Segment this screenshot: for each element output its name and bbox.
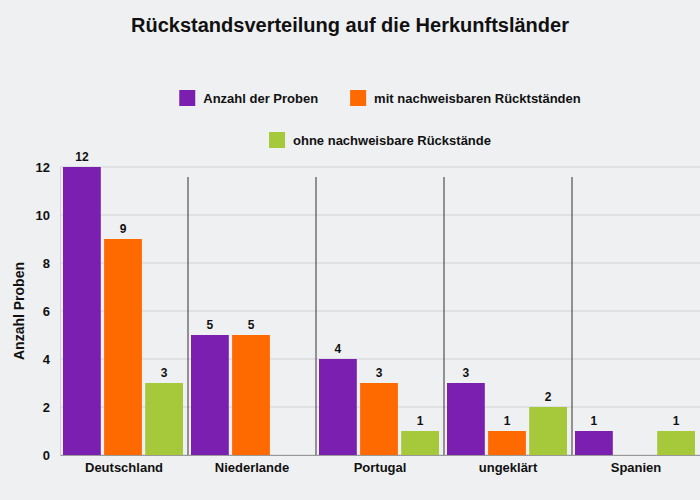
data-label: 3	[161, 366, 168, 380]
x-tick-label: Niederlande	[215, 460, 289, 475]
data-label: 4	[335, 342, 342, 356]
x-tick-label: ungeklärt	[479, 460, 538, 475]
y-tick: 12	[36, 160, 60, 175]
x-tick: Deutschland	[85, 455, 163, 475]
x-tick: Portugal	[354, 455, 407, 475]
data-label: 12	[75, 150, 89, 164]
legend-label: ohne nachweisbare Rückstände	[293, 133, 491, 148]
y-tick-label: 6	[43, 304, 50, 319]
separators	[188, 177, 572, 455]
grid-line	[60, 359, 700, 360]
x-tick: ungeklärt	[479, 455, 538, 475]
y-tick: 0	[43, 448, 60, 463]
x-axis: Deutschland Niederlande Portugal ungeklärt S…	[61, 455, 700, 475]
bar	[232, 335, 270, 455]
legend-item: Anzahl der Proben	[179, 90, 318, 106]
bar	[401, 431, 439, 455]
legend-item: mit nachweisbaren Rücktständen	[350, 90, 581, 106]
y-tick-label: 4	[43, 352, 51, 367]
background	[0, 0, 700, 500]
y-tick-label: 12	[36, 160, 50, 175]
bar	[145, 383, 183, 455]
bar	[360, 383, 398, 455]
data-label: 5	[248, 318, 255, 332]
legend-swatch	[269, 132, 285, 148]
data-label: 1	[417, 414, 424, 428]
y-tick-label: 0	[43, 448, 50, 463]
grid-line	[60, 215, 700, 216]
data-label: 3	[376, 366, 383, 380]
x-tick-label: Portugal	[354, 460, 407, 475]
bar	[657, 431, 695, 455]
bar	[575, 431, 613, 455]
bar	[191, 335, 229, 455]
bars	[63, 167, 695, 455]
legend-row: ohne nachweisbare Rückstände	[269, 132, 491, 148]
y-tick-label: 2	[43, 400, 50, 415]
title: Rückstandsverteilung auf die Herkunftslä…	[131, 14, 569, 36]
data-label: 1	[591, 414, 598, 428]
y-tick-label: 8	[43, 256, 50, 271]
group-separator	[572, 177, 573, 455]
y-tick-label: 10	[36, 208, 50, 223]
bar	[104, 239, 142, 455]
y-axis: 0 2 4 6 8 10 12	[36, 160, 61, 463]
legend-swatch	[350, 90, 366, 106]
legend-swatch	[179, 90, 195, 106]
legend-label: mit nachweisbaren Rücktständen	[374, 91, 581, 106]
legend-label: Anzahl der Proben	[203, 91, 318, 106]
legend-item: ohne nachweisbare Rückstände	[269, 132, 491, 148]
y-tick: 6	[43, 304, 60, 319]
legend: Anzahl der Proben mit nachweisbaren Rückt…	[179, 90, 581, 148]
x-tick: Niederlande	[215, 455, 289, 475]
bar	[447, 383, 485, 455]
y-axis-line	[60, 168, 61, 456]
y-tick: 2	[43, 400, 60, 415]
group-separator	[316, 177, 317, 455]
data-labels: 12543195313121	[75, 150, 680, 428]
data-label: 1	[673, 414, 680, 428]
data-label: 9	[120, 222, 127, 236]
data-label: 2	[545, 390, 552, 404]
data-label: 1	[504, 414, 511, 428]
grid-line	[60, 263, 700, 264]
chart: Rückstandsverteilung auf die Herkunftslä…	[0, 0, 700, 500]
group-separator	[188, 177, 189, 455]
y-tick: 10	[36, 208, 60, 223]
group-separator	[444, 177, 445, 455]
x-tick-label: Spanien	[611, 460, 662, 475]
x-axis-line	[61, 455, 700, 456]
grid-line	[60, 167, 700, 168]
grid-line	[60, 311, 700, 312]
y-tick: 4	[43, 352, 60, 367]
grid	[60, 167, 700, 455]
bar	[529, 407, 567, 455]
legend-row: Anzahl der Proben mit nachweisbaren Rückt…	[179, 90, 581, 106]
data-label: 3	[463, 366, 470, 380]
x-tick: Spanien	[611, 455, 662, 475]
bar	[319, 359, 357, 455]
bar	[63, 167, 101, 455]
x-tick-label: Deutschland	[85, 460, 163, 475]
y-axis-title: Anzahl Proben	[11, 262, 27, 360]
data-label: 5	[207, 318, 214, 332]
y-tick: 8	[43, 256, 60, 271]
bar	[488, 431, 526, 455]
